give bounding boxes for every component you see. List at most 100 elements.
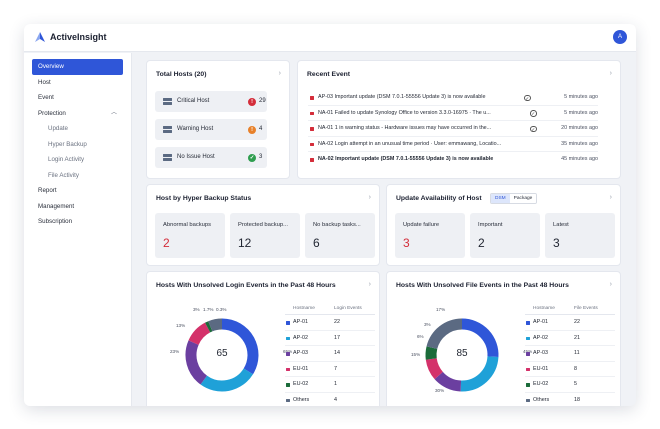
update-availability-card[interactable]: Update Availability of Host DSM Package … [386,184,621,266]
legend-swatch [286,398,290,402]
chevron-right-icon[interactable]: › [609,194,612,201]
sidebar-item-overview[interactable]: Overview [32,59,123,75]
server-icon [163,98,172,105]
card-title: Total Hosts (20) [156,71,207,78]
sidebar-item-management[interactable]: Management [38,202,75,210]
login-events-donut-chart [185,318,259,392]
legend-row[interactable]: AP-03 14 [285,346,375,362]
critical-bullet-icon [310,96,314,100]
total-hosts-card[interactable]: Total Hosts (20) › Critical Host ! 29 Wa… [146,60,290,179]
chevron-right-icon[interactable]: › [368,194,371,201]
pct-label: 15% [411,352,421,357]
important-stat[interactable]: Important 2 [470,213,540,258]
pct-label: 45% [523,349,532,354]
sidebar-item-event[interactable]: Event [38,94,54,101]
event-row[interactable]: NA-02 Login attempt in an unusual time p… [308,137,598,152]
pct-label: 3% [193,307,200,312]
protected-backups-stat[interactable]: Protected backup... 12 [230,213,300,258]
legend-swatch [526,352,530,356]
legend-row[interactable]: AP-01 22 [525,315,615,331]
donut-slice-ap-02 [200,368,254,392]
no-backup-tasks-stat[interactable]: No backup tasks... 6 [305,213,375,258]
legend-row[interactable]: Others 18 [525,393,615,407]
donut-slice-eu-01 [188,322,211,346]
legend-swatch [526,321,530,325]
host-row-critical[interactable]: Critical Host ! 29 [155,91,267,112]
server-icon [163,126,172,133]
check-circle-icon[interactable]: ✓ [530,110,537,117]
login-events-card[interactable]: Hosts With Unsolved Login Events in the … [146,271,380,406]
pct-label: 3% [424,322,431,327]
critical-bullet-icon [310,142,314,146]
donut-slice-ap-03 [185,340,208,385]
app-window: ActiveInsight A Overview Host Event Prot… [24,24,636,406]
critical-bullet-icon [310,111,314,115]
event-row[interactable]: NA-01 Failed to update Synology Office t… [308,106,598,121]
sidebar-item-report[interactable]: Report [38,187,57,194]
card-title: Hosts With Unsolved Login Events in the … [156,282,336,289]
sidebar-item-protection[interactable]: Protection ︿ [32,106,123,122]
sidebar-item-login-activity[interactable]: Login Activity [48,156,85,163]
chevron-right-icon[interactable]: › [609,70,612,77]
chevron-right-icon[interactable]: › [368,281,371,288]
toggle-package[interactable]: Package [509,194,537,203]
app-name: ActiveInsight [50,32,107,42]
event-row[interactable]: NA-02 Important update (DSM 7.0.1-55556 … [308,152,598,168]
check-circle-icon[interactable]: ✓ [530,125,537,132]
legend-row[interactable]: EU-01 8 [525,362,615,377]
abnormal-backups-stat[interactable]: Abnormal backups 2 [155,213,225,258]
legend-swatch [526,383,530,387]
toggle-dsm[interactable]: DSM [491,194,510,203]
donut-slice-others [426,318,463,350]
legend-row[interactable]: AP-03 11 [525,346,615,362]
dsm-package-toggle[interactable]: DSM Package [490,193,538,204]
legend-row[interactable]: Others 4 [285,393,375,407]
update-failure-stat[interactable]: Update failure 3 [395,213,465,258]
legend-swatch [286,383,290,387]
legend-row[interactable]: EU-01 7 [285,362,375,377]
app-logo[interactable]: ActiveInsight [34,31,107,43]
file-events-card[interactable]: Hosts With Unsolved File Events in the P… [386,271,621,406]
chevron-right-icon[interactable]: › [278,70,281,77]
check-circle-icon[interactable]: ✓ [524,94,531,101]
donut-slice-eu-02 [425,346,438,360]
server-icon [163,154,172,161]
chevron-up-icon: ︿ [110,109,117,116]
event-row[interactable]: AP-03 Important update (DSM 7.0.1-55556 … [308,90,598,106]
donut-slice-ap-03 [434,371,462,392]
pct-label: 6% [417,334,424,339]
login-events-legend: Hostname Login Events AP-01 22 AP-02 17 AP-… [285,303,375,406]
file-events-donut-chart [425,318,499,392]
pct-label: 17% [436,307,446,312]
login-events-total: 65 [216,348,228,359]
sidebar: Overview Host Event Protection ︿ Update H… [24,53,132,406]
legend-row[interactable]: AP-02 21 [525,331,615,346]
legend-row[interactable]: EU-02 1 [285,377,375,393]
donut-slice-ap-01 [461,318,499,358]
legend-swatch [286,352,290,356]
sidebar-item-update[interactable]: Update [48,125,68,132]
card-title: Update Availability of Host [396,195,482,202]
user-avatar[interactable]: A [613,30,627,44]
card-title: Hosts With Unsolved File Events in the P… [396,282,569,289]
recent-event-card[interactable]: Recent Event › AP-03 Important update (D… [297,60,621,179]
pct-label: 23% [170,349,180,354]
sidebar-item-hyper-backup[interactable]: Hyper Backup [48,140,87,148]
legend-row[interactable]: EU-02 5 [525,377,615,393]
file-events-total: 85 [456,348,468,359]
pct-label: 65% [283,349,292,354]
chevron-right-icon[interactable]: › [609,281,612,288]
host-row-no-issue[interactable]: No Issue Host ✓ 3 [155,147,267,168]
critical-status-icon: ! [248,97,256,106]
sidebar-item-host[interactable]: Host [38,78,51,86]
event-row[interactable]: NA-01 1 in warning status - Hardware iss… [308,121,598,137]
host-row-warning[interactable]: Warning Host ! 4 [155,119,267,140]
hyper-backup-card[interactable]: Host by Hyper Backup Status › Abnormal b… [146,184,380,266]
legend-swatch [286,336,290,340]
legend-row[interactable]: AP-02 17 [285,331,375,346]
latest-stat[interactable]: Latest 3 [545,213,615,258]
legend-row[interactable]: AP-01 22 [285,315,375,331]
sidebar-item-file-activity[interactable]: File Activity [48,171,79,179]
sidebar-item-subscription[interactable]: Subscription [38,218,73,225]
top-bar: ActiveInsight A [24,24,636,52]
